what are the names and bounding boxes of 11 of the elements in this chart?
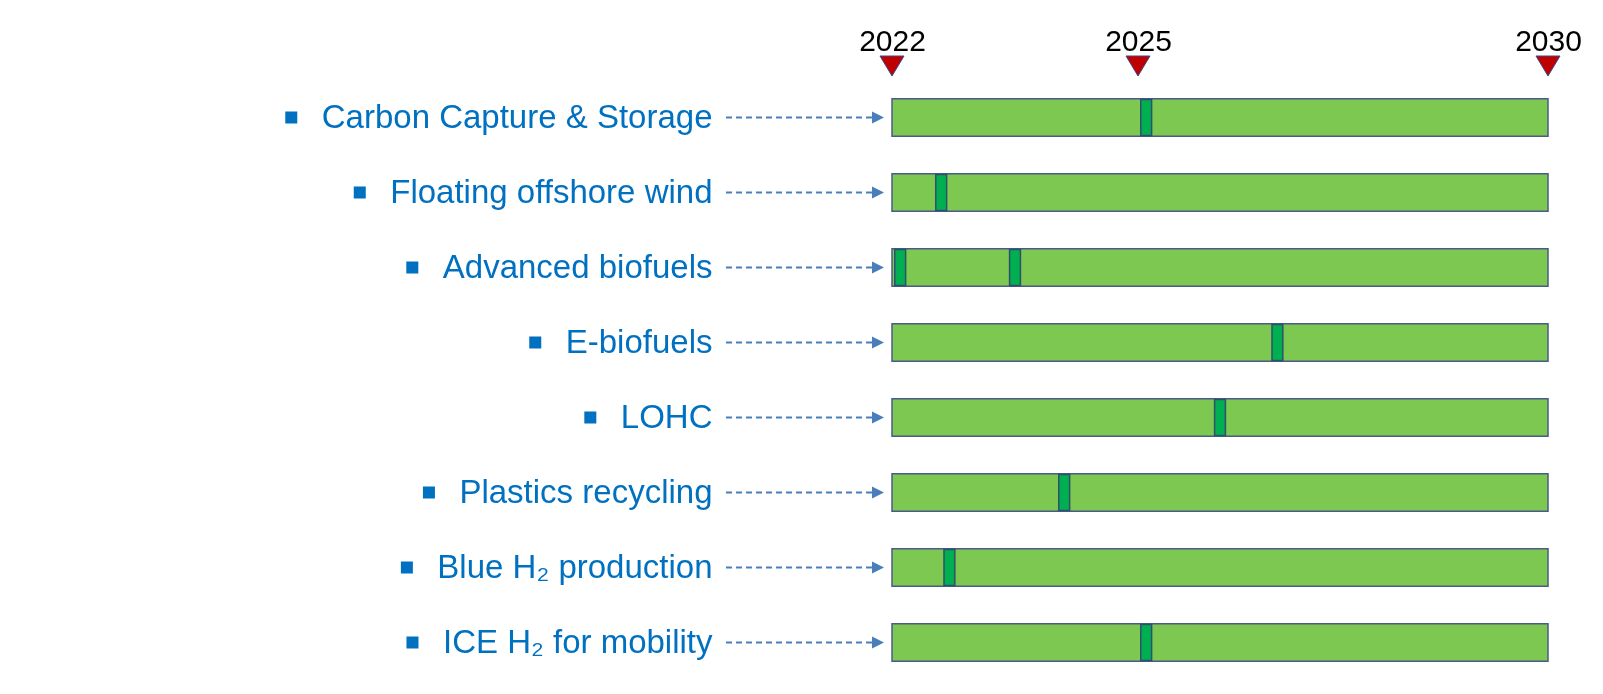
y-tick-label: LOHC — [620, 397, 713, 435]
y-tick-label: Plastics recycling — [459, 472, 713, 510]
x-tick-label: 2030 — [1515, 23, 1582, 57]
y-tick-label: Advanced biofuels — [442, 247, 713, 285]
y-tick-label: Blue H₂ production — [437, 547, 713, 585]
x-tick-label: 2022 — [859, 23, 926, 57]
x-tick-label: 2025 — [1105, 23, 1172, 57]
y-tick-label: E-biofuels — [565, 322, 713, 360]
y-tick-label: Floating offshore wind — [390, 172, 713, 210]
y-tick-label: Carbon Capture & Storage — [321, 97, 713, 135]
y-tick-label: ICE H₂ for mobility — [442, 622, 713, 660]
